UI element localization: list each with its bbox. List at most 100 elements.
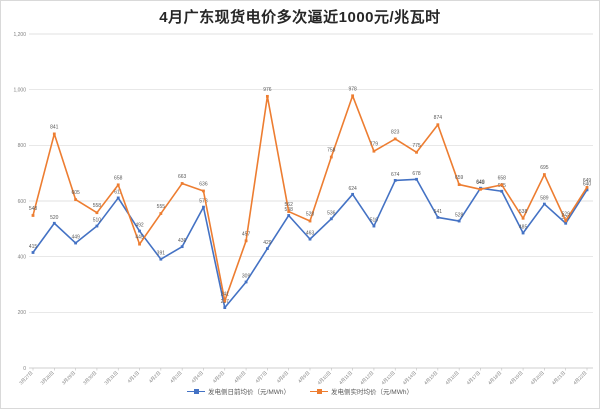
svg-text:659: 659 bbox=[455, 175, 464, 181]
svg-text:445: 445 bbox=[135, 235, 144, 241]
legend-label: 发电侧日前均价（元/MWh） bbox=[208, 389, 290, 396]
svg-text:663: 663 bbox=[178, 174, 187, 180]
svg-text:978: 978 bbox=[348, 86, 357, 92]
svg-text:4月2日: 4月2日 bbox=[148, 370, 162, 384]
svg-text:4月11日: 4月11日 bbox=[338, 370, 354, 386]
svg-text:4月12日: 4月12日 bbox=[359, 370, 375, 386]
legend-line-marker-blue-icon bbox=[187, 389, 206, 394]
series-1-line bbox=[32, 94, 588, 302]
svg-text:874: 874 bbox=[434, 115, 443, 121]
svg-text:4月1日: 4月1日 bbox=[127, 370, 141, 384]
svg-text:241: 241 bbox=[221, 291, 230, 297]
svg-text:541: 541 bbox=[434, 209, 443, 215]
svg-text:3月30日: 3月30日 bbox=[82, 370, 98, 386]
svg-text:658: 658 bbox=[114, 175, 123, 181]
svg-text:624: 624 bbox=[348, 186, 357, 192]
svg-text:200: 200 bbox=[18, 310, 27, 316]
svg-text:528: 528 bbox=[455, 213, 464, 219]
svg-text:510: 510 bbox=[93, 218, 102, 224]
series-0-line bbox=[32, 178, 588, 309]
svg-text:548: 548 bbox=[29, 206, 38, 212]
svg-text:536: 536 bbox=[327, 210, 336, 216]
svg-text:510: 510 bbox=[370, 218, 379, 224]
svg-text:429: 429 bbox=[263, 240, 272, 246]
svg-text:823: 823 bbox=[391, 129, 400, 135]
svg-text:3月29日: 3月29日 bbox=[61, 370, 77, 386]
svg-text:3月27日: 3月27日 bbox=[18, 370, 34, 386]
svg-text:4月20日: 4月20日 bbox=[530, 370, 546, 386]
svg-text:800: 800 bbox=[18, 143, 27, 149]
svg-text:3月28日: 3月28日 bbox=[40, 370, 56, 386]
svg-text:492: 492 bbox=[135, 223, 144, 229]
svg-text:538: 538 bbox=[519, 209, 528, 215]
legend-item-real-time: 发电侧实时均价（元/MWh） bbox=[310, 386, 413, 396]
svg-text:4月8日: 4月8日 bbox=[276, 370, 290, 384]
svg-text:555: 555 bbox=[157, 204, 166, 210]
svg-text:4月3日: 4月3日 bbox=[169, 370, 183, 384]
svg-text:640: 640 bbox=[583, 181, 592, 187]
series-1-markers bbox=[31, 94, 589, 303]
svg-text:779: 779 bbox=[370, 142, 379, 148]
svg-text:758: 758 bbox=[327, 148, 336, 154]
svg-text:4月5日: 4月5日 bbox=[212, 370, 226, 384]
svg-text:485: 485 bbox=[519, 225, 528, 231]
svg-text:4月21日: 4月21日 bbox=[551, 370, 567, 386]
gridlines bbox=[29, 33, 593, 369]
svg-text:976: 976 bbox=[263, 87, 272, 93]
svg-text:841: 841 bbox=[50, 124, 59, 130]
svg-text:658: 658 bbox=[498, 175, 507, 181]
svg-text:457: 457 bbox=[242, 231, 251, 237]
svg-text:400: 400 bbox=[18, 254, 27, 260]
svg-text:3月31日: 3月31日 bbox=[103, 370, 119, 386]
svg-text:4月7日: 4月7日 bbox=[254, 370, 268, 384]
svg-text:649: 649 bbox=[583, 178, 592, 184]
series-0-markers bbox=[31, 177, 589, 310]
svg-text:4月18日: 4月18日 bbox=[487, 370, 503, 386]
svg-text:646: 646 bbox=[476, 180, 485, 186]
svg-text:562: 562 bbox=[285, 202, 294, 208]
y-axis-tick-labels: 0 200 400 600 800 1,000 1,200 bbox=[13, 32, 26, 372]
x-axis: 3月27日 3月28日 3月29日 3月30日 3月31日 4月1日 4月2日 4月3日 4月4… bbox=[18, 368, 588, 386]
svg-text:1,200: 1,200 bbox=[13, 32, 26, 38]
svg-text:642: 642 bbox=[476, 180, 485, 186]
svg-text:1,000: 1,000 bbox=[13, 87, 26, 93]
svg-text:695: 695 bbox=[540, 165, 549, 171]
svg-text:678: 678 bbox=[412, 171, 421, 177]
svg-text:529: 529 bbox=[562, 211, 571, 217]
svg-text:636: 636 bbox=[199, 181, 208, 187]
svg-text:4月4日: 4月4日 bbox=[191, 370, 205, 384]
svg-text:775: 775 bbox=[412, 143, 421, 149]
series-1-data-labels: 548 841 605 558 658 445 555 663 636 241 457 976 562 5… bbox=[29, 86, 592, 297]
svg-text:605: 605 bbox=[71, 190, 80, 196]
svg-text:674: 674 bbox=[391, 172, 400, 178]
svg-text:4月19日: 4月19日 bbox=[508, 370, 524, 386]
svg-text:4月9日: 4月9日 bbox=[297, 370, 311, 384]
svg-text:528: 528 bbox=[306, 212, 315, 218]
svg-text:578: 578 bbox=[199, 199, 208, 205]
svg-text:589: 589 bbox=[540, 196, 549, 202]
svg-text:4月14日: 4月14日 bbox=[402, 370, 418, 386]
svg-text:4月6日: 4月6日 bbox=[233, 370, 247, 384]
legend-line-marker-orange-icon bbox=[310, 389, 328, 394]
svg-text:4月15日: 4月15日 bbox=[423, 370, 439, 386]
chart-title: 4月广东现货电价多次逼近1000元/兆瓦时 bbox=[159, 9, 441, 26]
svg-text:4月22日: 4月22日 bbox=[572, 370, 588, 386]
svg-text:463: 463 bbox=[306, 231, 315, 237]
svg-text:0: 0 bbox=[23, 366, 26, 372]
svg-text:4月17日: 4月17日 bbox=[466, 370, 482, 386]
legend-item-day-ahead: 发电侧日前均价（元/MWh） bbox=[187, 386, 290, 396]
legend-label: 发电侧实时均价（元/MWh） bbox=[331, 389, 413, 396]
chart-legend: 发电侧日前均价（元/MWh） 发电侧实时均价（元/MWh） bbox=[1, 386, 599, 396]
svg-text:520: 520 bbox=[562, 215, 571, 221]
svg-text:436: 436 bbox=[178, 238, 187, 244]
svg-text:449: 449 bbox=[71, 235, 80, 241]
svg-text:611: 611 bbox=[114, 189, 122, 195]
svg-text:391: 391 bbox=[157, 251, 166, 257]
svg-text:415: 415 bbox=[29, 244, 38, 250]
svg-text:600: 600 bbox=[18, 199, 27, 205]
svg-text:4月10日: 4月10日 bbox=[317, 370, 333, 386]
svg-text:4月16日: 4月16日 bbox=[444, 370, 460, 386]
svg-text:520: 520 bbox=[50, 215, 59, 221]
